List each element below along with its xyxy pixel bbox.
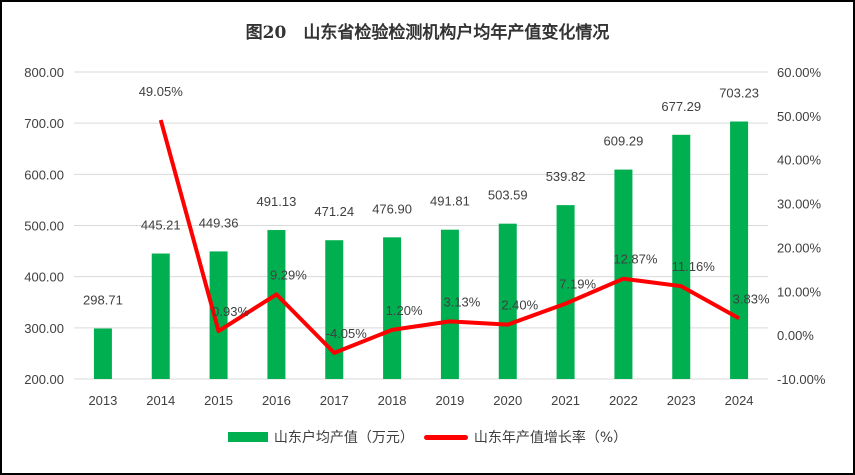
bar	[325, 240, 344, 379]
legend-swatch-line	[423, 434, 468, 440]
y-tick-right: 60.00%	[777, 65, 822, 80]
bar-label: 677.29	[661, 99, 701, 114]
y-tick-right: 0.00%	[777, 328, 814, 343]
line-label: 9.29%	[270, 267, 307, 282]
x-tick: 2024	[725, 393, 754, 408]
bar-label: 449.36	[199, 215, 239, 230]
line-label: 7.19%	[559, 277, 596, 292]
y-tick-left: 200.00	[24, 372, 64, 387]
legend-item-line: 山东年产值增长率（%）	[423, 427, 628, 447]
y-tick-left: 500.00	[24, 219, 64, 234]
x-tick: 2014	[146, 393, 175, 408]
combo-chart: 200.00 300.00 400.00 500.00 600.00 700.00 800.…	[24, 65, 826, 408]
y-tick-left: 600.00	[24, 167, 64, 182]
bar-label: 491.13	[257, 194, 297, 209]
x-tick: 2013	[88, 393, 117, 408]
line-label: 1.20%	[386, 303, 423, 318]
bar	[383, 237, 402, 379]
bar	[93, 328, 112, 379]
bar	[614, 169, 633, 379]
line-label: 3.13%	[443, 294, 480, 309]
bar	[440, 229, 459, 379]
line-label: 49.05%	[139, 84, 184, 99]
bar-label: 503.59	[488, 188, 528, 203]
line-label: 11.16%	[672, 259, 716, 274]
x-tick: 2017	[320, 393, 349, 408]
bar	[267, 230, 286, 379]
legend-swatch-bar	[227, 432, 268, 442]
bar-label: 491.81	[430, 194, 470, 209]
y-tick-left: 700.00	[24, 116, 64, 131]
x-tick: 2022	[609, 393, 638, 408]
legend-label-line: 山东年产值增长率（%）	[473, 430, 628, 446]
chart-title: 图20 山东省检验检测机构户均年产值变化情况	[245, 23, 610, 43]
bar-label: 476.90	[372, 201, 412, 216]
bar	[672, 134, 691, 379]
bar	[209, 251, 228, 379]
line-label: 3.83%	[733, 291, 770, 306]
bar-label: 471.24	[314, 204, 354, 219]
x-tick: 2023	[667, 393, 696, 408]
x-tick: 2019	[435, 393, 464, 408]
bar	[498, 223, 517, 379]
y-tick-right: 20.00%	[777, 240, 822, 255]
line-label: 12.87%	[613, 252, 658, 267]
x-tick: 2016	[262, 393, 291, 408]
legend: 山东户均产值（万元） 山东年产值增长率（%）	[2, 427, 853, 447]
x-tick: 2018	[378, 393, 407, 408]
x-tick: 2015	[204, 393, 233, 408]
y-tick-right: 50.00%	[777, 109, 822, 124]
y-tick-right: 30.00%	[777, 197, 822, 212]
y-tick-left: 800.00	[24, 65, 64, 80]
bar-label: 539.82	[546, 169, 586, 184]
x-tick: 2020	[493, 393, 522, 408]
bar	[730, 121, 749, 380]
legend-label-bar: 山东户均产值（万元）	[273, 430, 414, 446]
bar-label: 445.21	[141, 218, 181, 233]
y-tick-left: 400.00	[24, 270, 64, 285]
line-label: 2.40%	[501, 298, 538, 313]
x-tick: 2021	[551, 393, 580, 408]
y-tick-right: 40.00%	[777, 153, 822, 168]
line-label: -4.05%	[326, 326, 368, 341]
y-tick-right: -10.00%	[777, 372, 826, 387]
bar-label: 609.29	[604, 134, 644, 149]
line-label: 0.93%	[212, 304, 249, 319]
bar-label: 703.23	[719, 86, 759, 101]
bar	[151, 253, 170, 379]
legend-item-bar: 山东户均产值（万元）	[227, 427, 414, 447]
y-tick-right: 10.00%	[777, 284, 822, 299]
y-tick-left: 300.00	[24, 321, 64, 336]
bar	[556, 205, 575, 379]
bar-label: 298.71	[83, 292, 123, 307]
